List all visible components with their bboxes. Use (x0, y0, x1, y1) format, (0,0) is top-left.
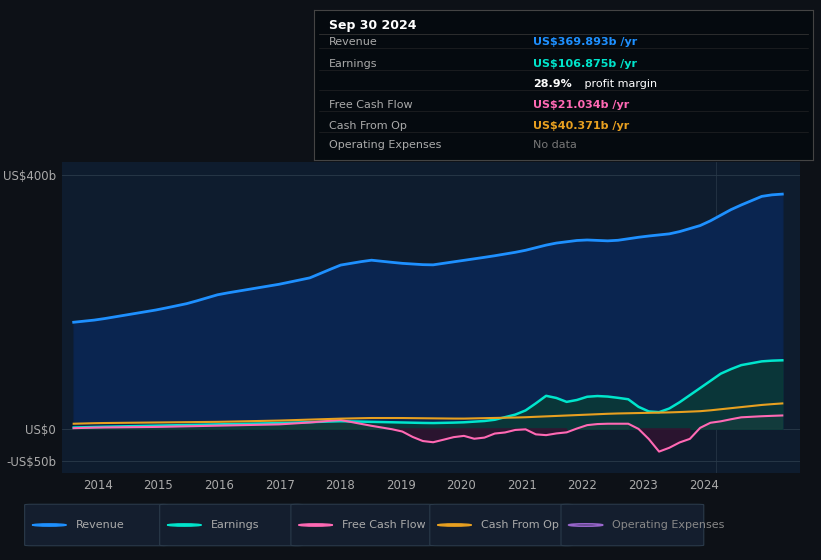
Circle shape (438, 524, 471, 526)
Circle shape (32, 524, 67, 526)
Text: Revenue: Revenue (328, 36, 378, 46)
Text: US$21.034b /yr: US$21.034b /yr (534, 100, 630, 110)
Text: Sep 30 2024: Sep 30 2024 (328, 18, 416, 31)
Text: Free Cash Flow: Free Cash Flow (328, 100, 412, 110)
Text: US$40.371b /yr: US$40.371b /yr (534, 120, 630, 130)
FancyBboxPatch shape (159, 504, 302, 546)
Text: Operating Expenses: Operating Expenses (328, 140, 441, 150)
Text: Earnings: Earnings (328, 59, 377, 69)
Text: Revenue: Revenue (76, 520, 124, 530)
FancyBboxPatch shape (25, 504, 167, 546)
Text: US$106.875b /yr: US$106.875b /yr (534, 59, 637, 69)
Circle shape (299, 524, 333, 526)
Text: Cash From Op: Cash From Op (328, 120, 406, 130)
Circle shape (167, 524, 201, 526)
FancyBboxPatch shape (430, 504, 572, 546)
FancyBboxPatch shape (291, 504, 433, 546)
Text: US$369.893b /yr: US$369.893b /yr (534, 36, 637, 46)
Text: Free Cash Flow: Free Cash Flow (342, 520, 425, 530)
Text: Cash From Op: Cash From Op (481, 520, 558, 530)
Text: profit margin: profit margin (580, 78, 657, 88)
Text: No data: No data (534, 140, 577, 150)
Text: Operating Expenses: Operating Expenses (612, 520, 724, 530)
FancyBboxPatch shape (561, 504, 704, 546)
Text: 28.9%: 28.9% (534, 78, 572, 88)
Text: Earnings: Earnings (211, 520, 259, 530)
